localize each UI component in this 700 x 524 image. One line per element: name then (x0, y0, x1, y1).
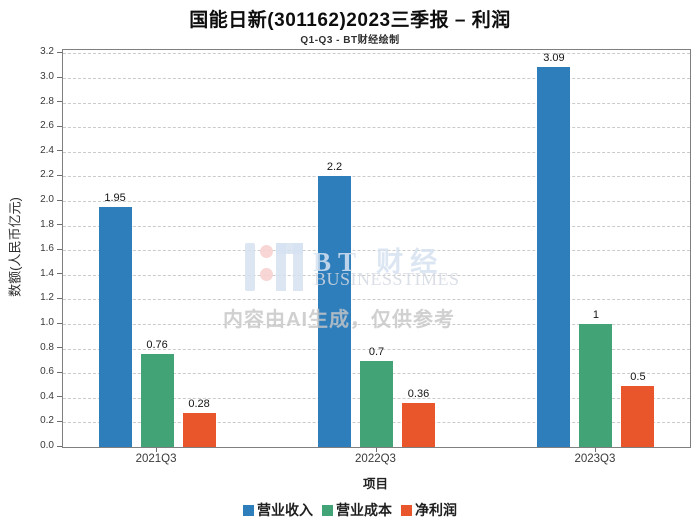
x-axis-title: 项目 (362, 477, 388, 491)
x-tick-label: 2023Q3 (574, 453, 616, 465)
y-tick-mark (57, 396, 62, 398)
y-tick-mark (57, 224, 62, 226)
bar-value-label: 1.95 (104, 192, 126, 205)
bar-revenue-2023Q3 (537, 66, 571, 447)
y-tick-label: 2.2 (40, 169, 54, 181)
legend-swatch-net-profit (401, 504, 412, 516)
bar-cost-2021Q3 (140, 353, 174, 447)
gridline (63, 102, 690, 104)
y-tick-mark (57, 101, 62, 103)
y-tick-label: 1.6 (40, 243, 54, 255)
bar-net-profit-2022Q3 (402, 402, 435, 447)
bar-value-label: 2.2 (326, 161, 343, 174)
x-tick-mark (594, 448, 597, 452)
bar-value-label: 0.76 (146, 338, 168, 351)
x-tick-mark (375, 448, 377, 452)
legend-item-net-profit: 净利润 (401, 500, 457, 520)
y-tick-label: 2.4 (40, 144, 54, 156)
legend-swatch-revenue (243, 504, 254, 516)
x-tick-label: 2022Q3 (355, 453, 396, 465)
gridline (63, 151, 690, 153)
y-tick-label: 0.2 (40, 415, 54, 427)
gridline (63, 299, 690, 301)
legend-item-cost: 营业成本 (322, 500, 392, 520)
bar-revenue-2021Q3 (98, 207, 132, 447)
y-tick-mark (57, 347, 62, 349)
y-tick-mark (57, 76, 62, 78)
gridline (63, 274, 690, 276)
y-tick-mark (57, 125, 62, 127)
bar-value-label: 0.36 (407, 387, 430, 400)
bar-value-label: 3.09 (543, 51, 565, 64)
legend-label: 营业成本 (336, 502, 392, 518)
y-tick-label: 0.0 (40, 440, 54, 451)
y-tick-label: 1.2 (40, 292, 54, 304)
chart-title: 国能日新(301162)2023三季报 – 利润 (189, 10, 511, 31)
gridline (63, 225, 690, 227)
gridline (63, 348, 690, 350)
y-tick-label: 1.0 (40, 317, 54, 328)
gridline (63, 250, 690, 252)
bar-value-label: 0.5 (630, 370, 646, 383)
y-tick-mark (57, 297, 62, 300)
gridline (63, 53, 690, 55)
y-tick-mark (57, 174, 62, 177)
gridline (63, 324, 690, 325)
y-tick-label: 3.2 (40, 46, 54, 58)
bar-value-label: 0.7 (368, 345, 385, 358)
bar-revenue-2022Q3 (318, 176, 351, 447)
y-tick-label: 3.0 (40, 71, 54, 82)
gridline (63, 127, 690, 129)
gridline (63, 201, 690, 202)
legend-item-revenue: 营业收入 (243, 500, 313, 520)
y-tick-label: 2.0 (40, 194, 54, 205)
plot-area: 1.95 0.76 0.28 2.2 0.7 0.36 3.09 1 0.5 (62, 49, 691, 448)
chart-subtitle: Q1-Q3 - BT财经绘制 (300, 35, 400, 46)
y-tick-label: 0.4 (40, 390, 54, 402)
y-tick-mark (57, 322, 62, 324)
bar-net-profit-2021Q3 (182, 412, 216, 447)
y-tick-label: 2.6 (40, 120, 54, 132)
bar-cost-2023Q3 (579, 324, 613, 447)
y-tick-mark (57, 371, 62, 373)
y-tick-mark (57, 51, 62, 54)
y-tick-mark (57, 445, 62, 447)
y-tick-label: 1.4 (40, 267, 54, 279)
x-tick-label: 2021Q3 (135, 453, 177, 465)
bar-cost-2022Q3 (360, 360, 393, 447)
legend-swatch-cost (322, 504, 333, 516)
bar-value-label: 1 (592, 309, 599, 321)
bar-net-profit-2023Q3 (621, 385, 655, 447)
legend-label: 营业收入 (257, 502, 313, 518)
legend: 营业收入 营业成本 净利润 (0, 500, 700, 520)
y-tick-label: 0.8 (40, 341, 54, 353)
bar-value-label: 0.28 (188, 397, 210, 410)
y-tick-mark (57, 273, 62, 275)
gridline (63, 78, 690, 79)
y-tick-mark (57, 150, 62, 152)
y-tick-label: 1.8 (40, 218, 54, 230)
gridline (63, 176, 690, 178)
y-tick-label: 2.8 (40, 95, 54, 107)
x-tick-mark (156, 448, 158, 452)
y-tick-label: 0.6 (40, 366, 54, 378)
legend-label: 净利润 (415, 502, 457, 518)
y-tick-mark (57, 420, 62, 423)
y-tick-mark (57, 199, 62, 201)
y-tick-mark (57, 248, 62, 250)
